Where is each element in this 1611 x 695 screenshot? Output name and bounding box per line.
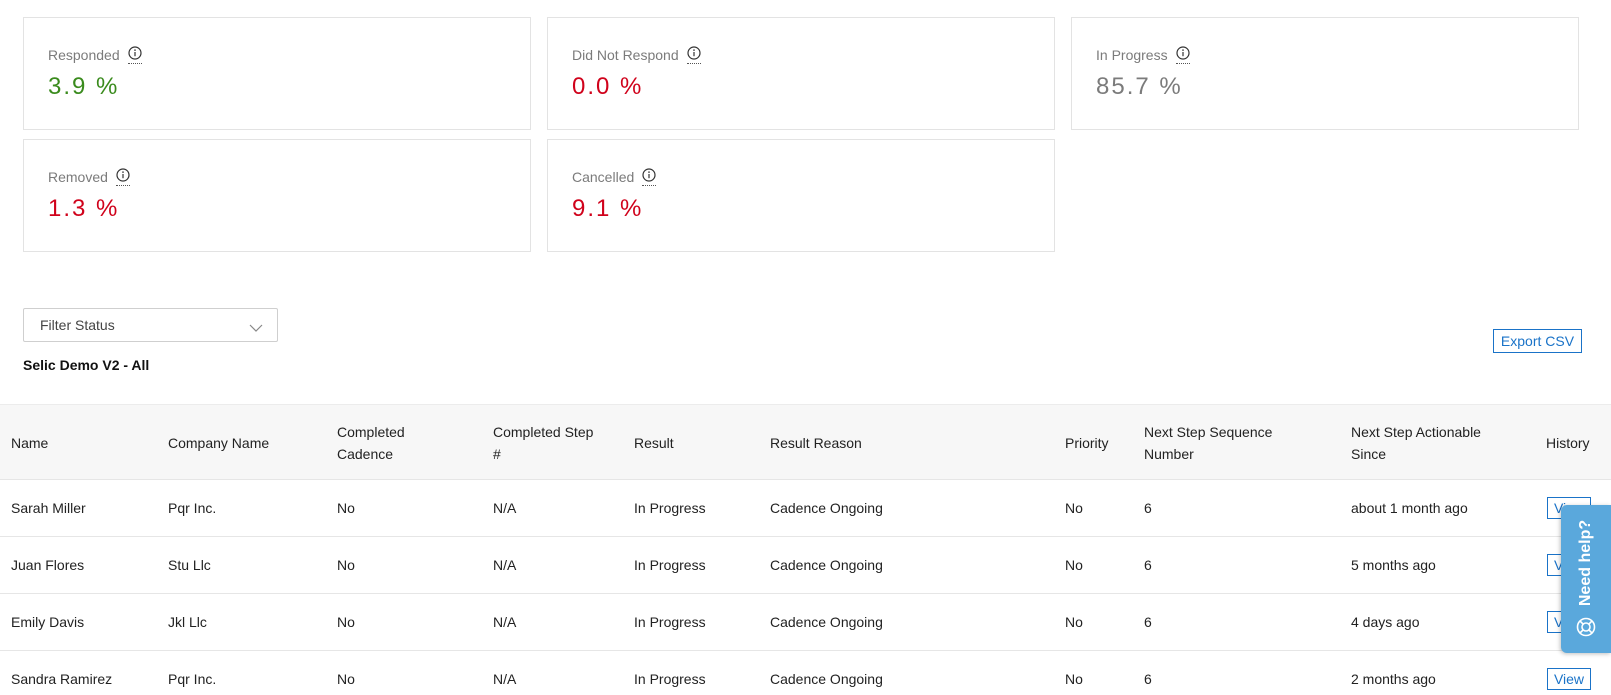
cell-completed-step: N/A <box>493 614 517 630</box>
stat-card-responded: Responded 3.9 % <box>23 17 531 130</box>
column-header-result-reason[interactable]: Result Reason <box>770 435 862 451</box>
stat-value: 1.3 % <box>48 195 120 222</box>
cell-next-step-sequence: 6 <box>1144 614 1152 630</box>
cell-name: Sarah Miller <box>11 500 86 516</box>
cell-completed-cadence: No <box>337 671 355 687</box>
column-header-history[interactable]: History <box>1546 435 1590 451</box>
cell-result-reason: Cadence Ongoing <box>770 500 883 516</box>
cell-company: Jkl Llc <box>168 614 207 630</box>
info-icon[interactable] <box>642 168 657 186</box>
filter-status-label: Filter Status <box>40 317 115 333</box>
cell-next-step-sequence: 6 <box>1144 671 1152 687</box>
info-icon[interactable] <box>686 46 701 64</box>
cell-next-step-since: 5 months ago <box>1351 557 1436 573</box>
cell-name: Sandra Ramirez <box>11 671 113 687</box>
cell-priority: No <box>1065 614 1083 630</box>
info-icon[interactable] <box>1175 46 1190 64</box>
stat-card-in-progress: In Progress 85.7 % <box>1071 17 1579 130</box>
stat-label: In Progress <box>1096 47 1168 63</box>
info-icon[interactable] <box>115 168 130 186</box>
stat-label: Responded <box>48 47 120 63</box>
stat-value: 9.1 % <box>572 195 644 222</box>
column-header-result[interactable]: Result <box>634 435 674 451</box>
cell-next-step-sequence: 6 <box>1144 500 1152 516</box>
column-header-priority[interactable]: Priority <box>1065 435 1109 451</box>
need-help-label: Need help? <box>1577 519 1594 607</box>
cell-completed-cadence: No <box>337 557 355 573</box>
export-csv-button[interactable]: Export CSV <box>1493 329 1582 353</box>
stat-card-did-not-respond: Did Not Respond 0.0 % <box>547 17 1055 130</box>
cell-name: Juan Flores <box>11 557 85 573</box>
stat-label: Removed <box>48 169 108 185</box>
info-icon[interactable] <box>127 46 142 64</box>
cell-completed-cadence: No <box>337 614 355 630</box>
chevron-down-icon <box>249 320 263 336</box>
cell-next-step-since: 2 months ago <box>1351 671 1436 687</box>
need-help-tab[interactable]: Need help? <box>1561 505 1611 653</box>
stat-card-cancelled: Cancelled 9.1 % <box>547 139 1055 252</box>
stat-label: Cancelled <box>572 169 635 185</box>
table-row: Juan Flores Stu Llc No N/A In Progress C… <box>0 537 1611 594</box>
cell-company: Pqr Inc. <box>168 671 217 687</box>
cell-next-step-since: about 1 month ago <box>1351 500 1468 516</box>
cell-result-reason: Cadence Ongoing <box>770 557 883 573</box>
stat-card-removed: Removed 1.3 % <box>23 139 531 252</box>
stat-label: Did Not Respond <box>572 47 679 63</box>
table-row: Sarah Miller Pqr Inc. No N/A In Progress… <box>0 480 1611 537</box>
cell-result: In Progress <box>634 614 706 630</box>
stat-value: 85.7 % <box>1096 73 1183 100</box>
cell-company: Pqr Inc. <box>168 500 217 516</box>
column-header-completed-step[interactable]: Completed Step # <box>493 424 594 462</box>
cell-result: In Progress <box>634 500 706 516</box>
column-header-company[interactable]: Company Name <box>168 435 270 451</box>
cell-priority: No <box>1065 557 1083 573</box>
results-table: Name Company Name Completed Cadence Comp… <box>0 404 1611 695</box>
stat-value: 0.0 % <box>572 73 644 100</box>
cell-result-reason: Cadence Ongoing <box>770 614 883 630</box>
cell-completed-cadence: No <box>337 500 355 516</box>
view-history-button[interactable]: View <box>1547 668 1591 690</box>
column-header-next-step-sequence[interactable]: Next Step Sequence Number <box>1144 424 1273 462</box>
column-header-name[interactable]: Name <box>11 435 49 451</box>
cell-completed-step: N/A <box>493 500 517 516</box>
stat-value: 3.9 % <box>48 73 120 100</box>
cell-result: In Progress <box>634 671 706 687</box>
cell-priority: No <box>1065 671 1083 687</box>
lifebuoy-icon <box>1576 617 1596 642</box>
cell-completed-step: N/A <box>493 671 517 687</box>
filter-status-select[interactable]: Filter Status <box>23 308 278 342</box>
cell-result-reason: Cadence Ongoing <box>770 671 883 687</box>
column-header-completed-cadence[interactable]: Completed Cadence <box>337 424 405 462</box>
table-header: Name Company Name Completed Cadence Comp… <box>0 404 1611 480</box>
cell-name: Emily Davis <box>11 614 85 630</box>
cell-company: Stu Llc <box>168 557 211 573</box>
cell-next-step-sequence: 6 <box>1144 557 1152 573</box>
column-header-next-step-since[interactable]: Next Step Actionable Since <box>1351 424 1481 462</box>
table-row: Sandra Ramirez Pqr Inc. No N/A In Progre… <box>0 651 1611 695</box>
cell-priority: No <box>1065 500 1083 516</box>
cell-result: In Progress <box>634 557 706 573</box>
cell-completed-step: N/A <box>493 557 517 573</box>
table-row: Emily Davis Jkl Llc No N/A In Progress C… <box>0 594 1611 651</box>
list-title: Selic Demo V2 - All <box>23 357 150 373</box>
cell-next-step-since: 4 days ago <box>1351 614 1420 630</box>
